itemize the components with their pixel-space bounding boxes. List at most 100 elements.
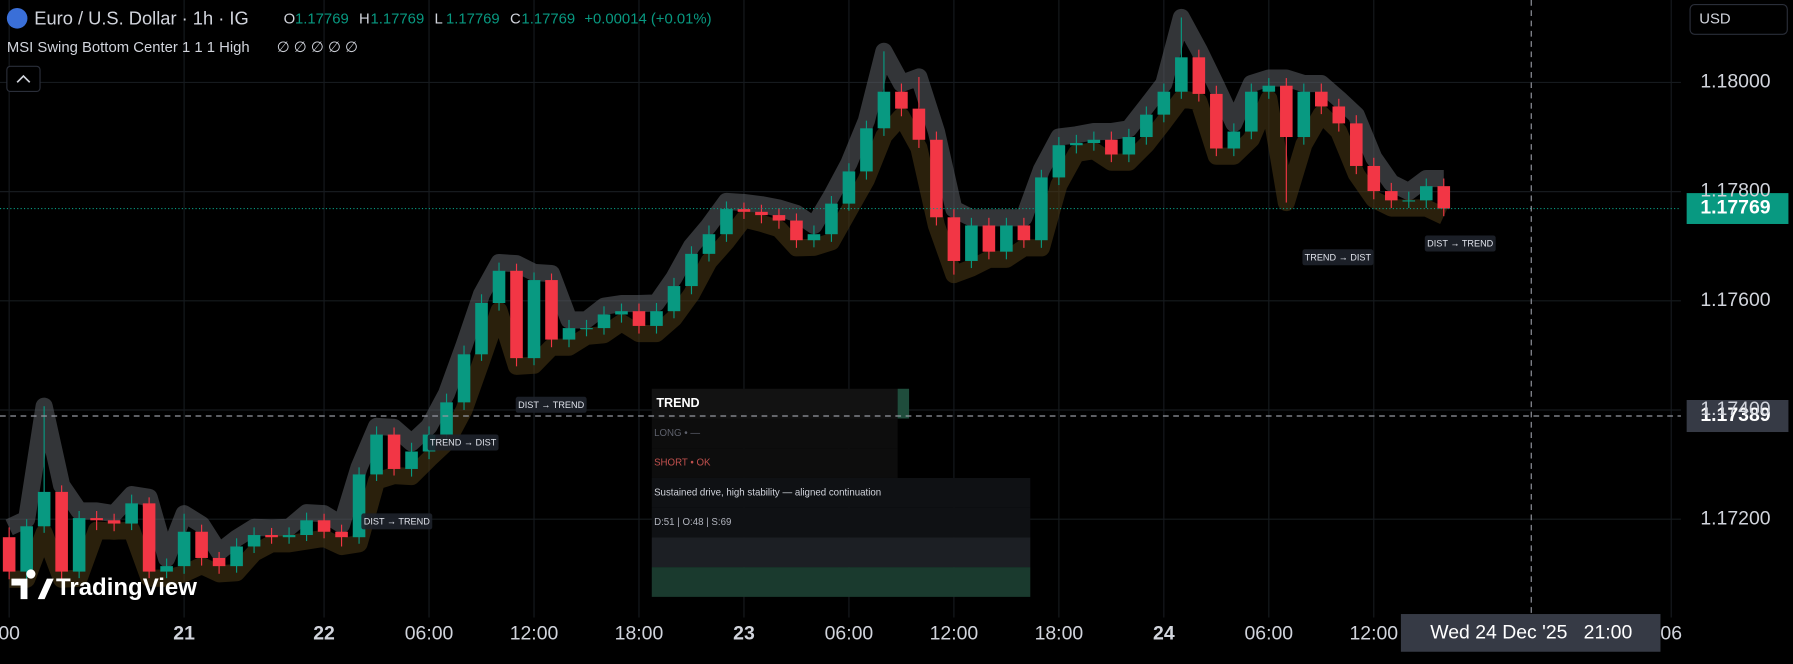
watermark-text: TradingView — [56, 574, 197, 601]
candle-body — [335, 531, 348, 538]
candle-body — [1157, 91, 1171, 115]
candle-body — [1000, 225, 1013, 252]
candle-body — [1332, 106, 1346, 124]
crosshair-time: Wed 24 Dec '25 21:00 — [1430, 622, 1632, 644]
annotation: DIST → TREND — [1427, 239, 1493, 249]
panel-accent — [897, 388, 910, 419]
x-tick-label: 12:00 — [930, 623, 979, 645]
candle-body — [947, 217, 961, 261]
y-tick-label: 1.18000 — [1700, 71, 1770, 93]
candle-body — [1070, 143, 1083, 146]
candle-body — [230, 546, 243, 567]
candle-body — [895, 91, 908, 109]
candle-body — [90, 518, 103, 521]
candle-body — [1297, 91, 1311, 138]
last-price-label: 1.17769 — [1700, 197, 1770, 219]
overlay: DIST → TREND TREND → DIST DIST → TREND TREN… — [0, 0, 1789, 652]
candle-body — [1192, 57, 1206, 94]
annotation-box — [361, 513, 433, 530]
y-tick-label: 1.17800 — [1700, 180, 1770, 202]
candle-body — [685, 253, 698, 287]
candle-body — [790, 220, 803, 241]
x-tick-label: 12:00 — [510, 623, 559, 645]
candle-body — [20, 526, 33, 572]
panel-row-bg — [651, 448, 898, 478]
candle-body — [860, 128, 873, 172]
panel-row: LONG • — — [654, 428, 700, 439]
crosshair-price-box — [1686, 400, 1789, 433]
candle-body — [317, 520, 331, 532]
x-tick-label: 21 — [173, 623, 195, 645]
candle-body — [737, 209, 751, 212]
candle-body — [300, 520, 313, 536]
candle-body — [667, 286, 681, 312]
indicator-name: MSI Swing Bottom Center 1 1 1 High — [7, 40, 250, 56]
ohlc-legend: O 1.17769 H 1.17769 L 1.17769 C 1.17769 +0.00014… — [284, 11, 712, 27]
legend-value: 1.17769 — [295, 11, 349, 27]
annotation: DIST → TREND — [518, 400, 584, 410]
candle-body — [107, 520, 121, 524]
candle-body — [632, 311, 646, 326]
candle-body — [510, 270, 523, 359]
currency-button[interactable] — [1689, 4, 1788, 35]
y-tick-label: 1.17400 — [1700, 398, 1770, 420]
last-price-box — [1686, 193, 1789, 224]
annotation-box — [427, 434, 499, 451]
candle-body — [247, 535, 261, 547]
candle-body — [212, 557, 226, 567]
candle-body — [825, 203, 838, 235]
symbol-icon — [6, 8, 28, 29]
panel-header-bg — [651, 388, 898, 419]
x-tick-label: 24 — [1153, 623, 1175, 645]
collapse-icon — [16, 74, 31, 83]
candle-body — [1105, 139, 1118, 155]
candle-body — [1017, 225, 1031, 241]
legend-label: C — [510, 11, 521, 27]
currency: USD — [1699, 11, 1731, 27]
panel-row: Sustained drive, high stability — aligne… — [654, 487, 881, 498]
annotation-box — [515, 396, 587, 413]
candle-body — [1350, 123, 1363, 166]
legend-change: +0.00014 (+0.01%) — [584, 11, 711, 27]
legend-value: 1.17769 — [521, 11, 575, 27]
candle-body — [1402, 200, 1416, 202]
indicator-values: ∅ ∅ ∅ ∅ ∅ — [277, 40, 358, 56]
candle-body — [580, 328, 593, 330]
candle-body — [562, 328, 576, 340]
panel-row-bg — [651, 537, 1031, 568]
x-tick-label: 06:00 — [825, 623, 874, 645]
candle-body — [912, 108, 926, 140]
x-tick-label: 06:00 — [405, 623, 454, 645]
candle-body — [755, 211, 768, 216]
crosshair-price: 1.17389 — [1700, 404, 1770, 426]
x-tick-label: 06:00 — [1245, 623, 1294, 645]
candle-body — [282, 535, 296, 538]
candle-body — [650, 311, 663, 326]
candle-body — [702, 234, 716, 254]
panel-row-bg — [651, 567, 1031, 597]
candle-body — [370, 434, 383, 475]
x-tick-label: 00 — [0, 623, 20, 645]
candle-body — [1419, 186, 1433, 201]
annotation: TREND → DIST — [430, 438, 497, 448]
candle-body — [440, 402, 453, 435]
candle-body — [457, 354, 471, 403]
candle-body — [1385, 191, 1398, 201]
watermark: TradingView — [11, 569, 197, 601]
candle-body — [930, 139, 943, 218]
candle-body — [55, 491, 68, 572]
x-tick-label: 18:00 — [1035, 623, 1084, 645]
watermark-logo — [11, 569, 54, 600]
panel-row-bg — [651, 418, 898, 449]
collapse-button[interactable] — [6, 65, 41, 93]
candle-body — [1227, 131, 1241, 149]
x-tick-label: 12:00 — [1349, 623, 1398, 645]
candle-body — [1262, 85, 1276, 92]
candle-body — [842, 171, 856, 204]
status-panel: TREND LONG • — SHORT • OK Sustained drive, … — [651, 388, 1031, 597]
candle-body — [1437, 186, 1451, 209]
candle-body — [1122, 137, 1136, 155]
candle-body — [1087, 139, 1101, 144]
candle-body — [37, 491, 51, 527]
